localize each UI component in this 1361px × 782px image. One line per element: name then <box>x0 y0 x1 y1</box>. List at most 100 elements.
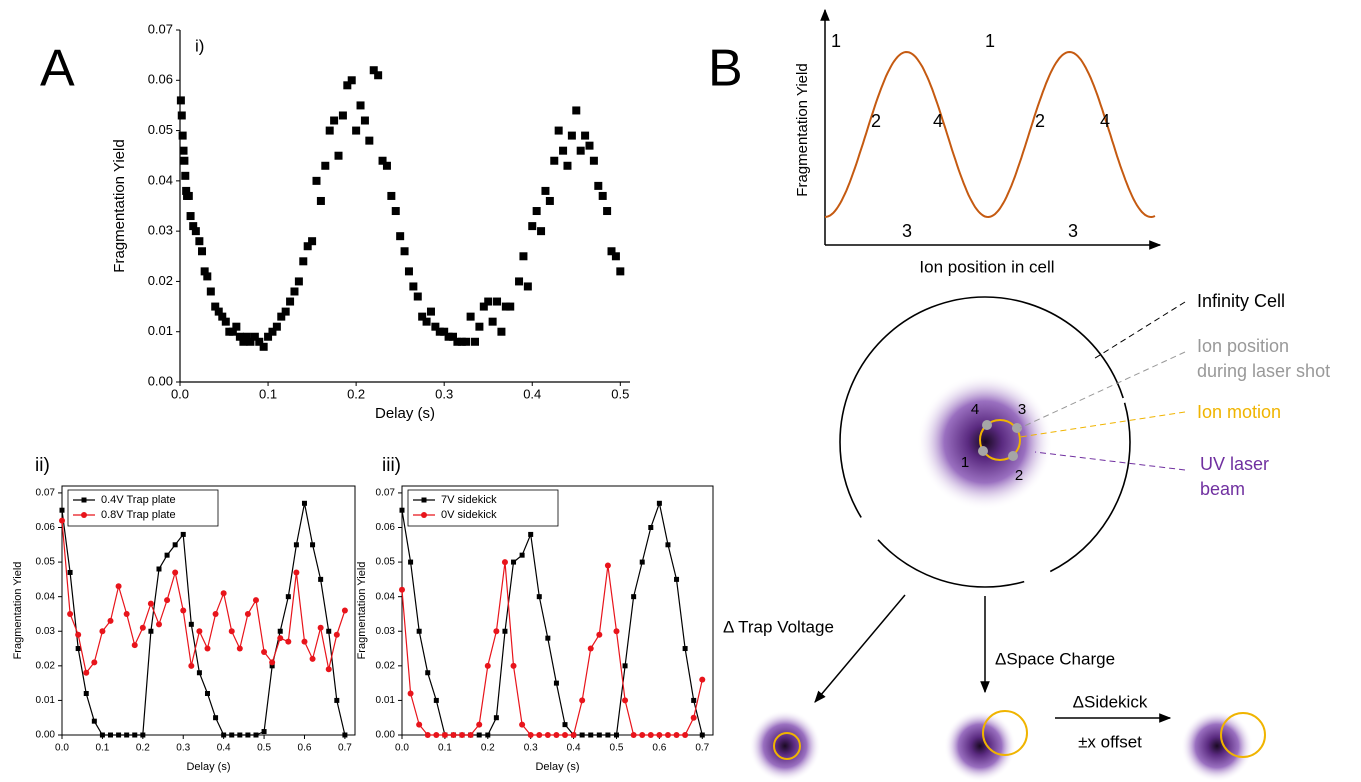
marker <box>596 732 602 738</box>
marker <box>232 322 241 331</box>
marker <box>191 227 200 236</box>
marker <box>272 322 281 331</box>
marker <box>488 317 497 326</box>
marker <box>476 721 483 728</box>
marker <box>365 136 374 145</box>
marker <box>506 302 515 311</box>
marker <box>471 337 480 346</box>
marker <box>281 307 290 316</box>
marker <box>391 207 400 216</box>
marker <box>485 732 491 738</box>
marker <box>589 156 598 165</box>
marker <box>596 631 603 638</box>
marker <box>433 697 439 703</box>
axis-title: Ion position in cell <box>919 257 1054 276</box>
y-tick-label: 0.02 <box>148 273 173 288</box>
x-tick-label: 0.2 <box>347 386 365 401</box>
marker <box>532 207 541 216</box>
marker <box>413 292 422 301</box>
marker <box>75 631 82 638</box>
laser-beam <box>917 374 1053 510</box>
marker <box>493 297 502 306</box>
x-tick-label: 0.4 <box>523 386 541 401</box>
marker <box>334 697 340 703</box>
schematic-curve: Fragmentation Yield Ion position in cell… <box>794 8 1162 276</box>
marker <box>123 610 130 617</box>
marker <box>407 690 414 697</box>
marker <box>603 207 612 216</box>
marker <box>132 732 138 738</box>
x-tick-label: 0.6 <box>298 743 312 754</box>
marker <box>155 621 162 628</box>
marker <box>467 732 474 738</box>
marker <box>139 624 146 631</box>
marker <box>212 610 219 617</box>
marker <box>268 327 277 336</box>
marker <box>180 531 186 537</box>
marker <box>453 337 462 346</box>
marker <box>622 697 629 704</box>
y-axis-title: Fragmentation Yield <box>356 562 368 660</box>
y-tick-label: 0.03 <box>148 223 173 238</box>
marker <box>115 583 122 590</box>
marker <box>537 227 546 236</box>
marker <box>140 732 146 738</box>
y-tick-label: 0.04 <box>148 172 173 187</box>
marker <box>545 196 554 205</box>
x-tick-label: 0.5 <box>257 743 271 754</box>
annotation: i) <box>195 36 204 55</box>
marker <box>178 131 187 140</box>
marker <box>347 76 356 85</box>
marker <box>321 161 330 170</box>
marker <box>515 277 524 286</box>
marker <box>164 552 170 558</box>
y-tick-label: 0.05 <box>376 557 396 568</box>
marker <box>418 312 427 321</box>
marker <box>699 732 705 738</box>
marker <box>343 81 352 90</box>
marker <box>107 617 114 624</box>
marker <box>308 237 317 246</box>
marker <box>259 342 268 351</box>
marker <box>374 71 383 80</box>
marker <box>269 659 276 666</box>
marker <box>572 106 581 115</box>
marker <box>399 586 405 593</box>
marker <box>519 721 526 728</box>
ion-orbit <box>982 710 1028 756</box>
marker <box>587 645 594 652</box>
y-tick-label: 0.07 <box>36 488 56 499</box>
legend-label: 0.8V Trap plate <box>101 509 176 521</box>
marker <box>562 732 569 738</box>
marker <box>369 66 378 75</box>
chart: 0.00 0.01 0.02 0.03 0.04 0.05 0.06 0.07 0.0 0.1 0.… <box>356 455 714 773</box>
marker <box>484 297 493 306</box>
marker <box>554 126 563 135</box>
x-tick-label: 0.4 <box>567 743 581 754</box>
marker <box>501 559 508 566</box>
marker <box>246 337 255 346</box>
marker <box>67 569 73 575</box>
curve-label: 2 <box>871 111 881 131</box>
marker <box>527 732 534 738</box>
x-tick-label: 0.3 <box>176 743 190 754</box>
curve-label: 2 <box>1035 111 1045 131</box>
marker <box>301 638 308 645</box>
y-tick-label: 0.01 <box>376 695 396 706</box>
laser-beam <box>944 710 1016 782</box>
x-tick-label: 0.5 <box>611 386 629 401</box>
marker <box>579 697 586 704</box>
marker <box>416 628 422 634</box>
ion-point <box>1012 423 1022 433</box>
x-axis-title: Delay (s) <box>186 761 230 773</box>
marker <box>312 176 321 185</box>
ion-orbit <box>979 419 1021 461</box>
y-tick-label: 0.04 <box>376 591 396 602</box>
marker <box>426 307 435 316</box>
marker <box>184 191 193 200</box>
marker <box>124 732 130 738</box>
marker <box>186 212 195 221</box>
marker <box>310 542 316 548</box>
y-tick-label: 0.06 <box>376 522 396 533</box>
